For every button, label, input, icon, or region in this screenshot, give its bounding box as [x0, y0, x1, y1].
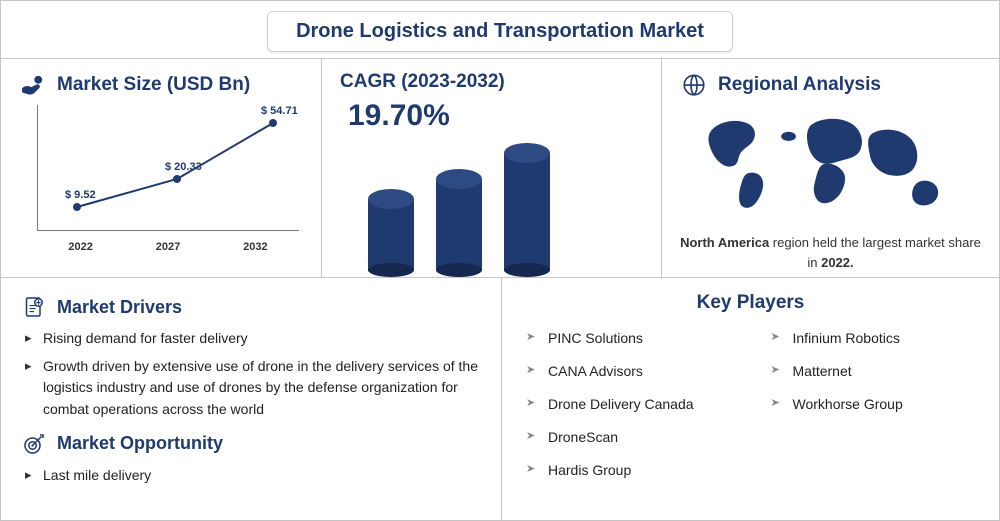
regional-mid: region held the largest market share in — [769, 235, 981, 270]
chart-point — [269, 119, 277, 127]
page-title: Drone Logistics and Transportation Marke… — [267, 11, 733, 52]
cagr-heading: CAGR (2023-2032) — [340, 71, 643, 93]
key-players-col1: PINC Solutions CANA Advisors Drone Deliver… — [526, 328, 731, 493]
list-item: Workhorse Group — [771, 394, 976, 415]
bottom-row: Market Drivers Rising demand for faster … — [1, 278, 999, 520]
regional-caption: North America region held the largest ma… — [680, 233, 981, 272]
list-item: Growth driven by extensive use of drone … — [25, 356, 481, 421]
list-item: CANA Advisors — [526, 361, 731, 382]
regional-heading: Regional Analysis — [680, 71, 981, 99]
list-item: Matternet — [771, 361, 976, 382]
xlabel-2: 2032 — [243, 241, 267, 253]
regional-heading-text: Regional Analysis — [718, 74, 881, 96]
world-map-icon — [686, 105, 976, 225]
drivers-heading: Market Drivers — [21, 294, 481, 320]
cagr-bar — [368, 199, 414, 271]
chart-x-labels: 2022 2027 2032 — [37, 241, 299, 253]
opportunity-list: Last mile delivery — [25, 465, 481, 487]
list-item: Infinium Robotics — [771, 328, 976, 349]
key-players-col2: Infinium Robotics Matternet Workhorse Grou… — [771, 328, 976, 493]
list-item: PINC Solutions — [526, 328, 731, 349]
cagr-bar-chart — [368, 141, 643, 271]
market-size-heading: Market Size (USD Bn) — [19, 71, 303, 99]
chart-point-label: $ 9.52 — [65, 189, 96, 201]
cagr-bar — [436, 179, 482, 271]
list-item: Drone Delivery Canada — [526, 394, 731, 415]
key-players-heading: Key Players — [526, 292, 975, 314]
infographic-container: Drone Logistics and Transportation Marke… — [0, 0, 1000, 521]
chart-point — [173, 175, 181, 183]
panel-cagr: CAGR (2023-2032) 19.70% — [321, 59, 661, 277]
top-row: Market Size (USD Bn) $ 9.52 $ 20.33 $ 54.7… — [1, 58, 999, 278]
chart-point — [73, 203, 81, 211]
target-arrow-icon — [21, 431, 47, 457]
list-item: Rising demand for faster delivery — [25, 328, 481, 350]
xlabel-0: 2022 — [68, 241, 92, 253]
globe-icon — [680, 71, 708, 99]
chart-point-label: $ 54.71 — [261, 105, 298, 117]
opportunity-heading-text: Market Opportunity — [57, 433, 223, 454]
title-wrap: Drone Logistics and Transportation Marke… — [1, 1, 999, 58]
regional-bold-region: North America — [680, 235, 769, 250]
cagr-value: 19.70% — [348, 99, 643, 133]
panel-key-players: Key Players PINC Solutions CANA Advisors D… — [501, 278, 999, 520]
list-item: DroneScan — [526, 427, 731, 448]
xlabel-1: 2027 — [156, 241, 180, 253]
key-players-columns: PINC Solutions CANA Advisors Drone Deliver… — [526, 328, 975, 493]
drivers-heading-text: Market Drivers — [57, 297, 182, 318]
cagr-bar — [504, 153, 550, 271]
hand-dollar-icon — [19, 71, 47, 99]
drivers-list: Rising demand for faster delivery Growth … — [25, 328, 481, 421]
panel-drivers-opportunity: Market Drivers Rising demand for faster … — [1, 278, 501, 520]
list-item: Hardis Group — [526, 460, 731, 481]
panel-regional: Regional Analysis North America region h… — [661, 59, 999, 277]
regional-bold-year: 2022. — [821, 255, 854, 270]
chart-point-label: $ 20.33 — [165, 161, 202, 173]
list-item: Last mile delivery — [25, 465, 481, 487]
market-size-heading-text: Market Size (USD Bn) — [57, 74, 250, 96]
market-size-chart: $ 9.52 $ 20.33 $ 54.71 2022 2027 2032 — [19, 105, 299, 255]
cagr-heading-text: CAGR (2023-2032) — [340, 71, 505, 93]
document-gear-icon — [21, 294, 47, 320]
panel-market-size: Market Size (USD Bn) $ 9.52 $ 20.33 $ 54.7… — [1, 59, 321, 277]
opportunity-heading: Market Opportunity — [21, 431, 481, 457]
